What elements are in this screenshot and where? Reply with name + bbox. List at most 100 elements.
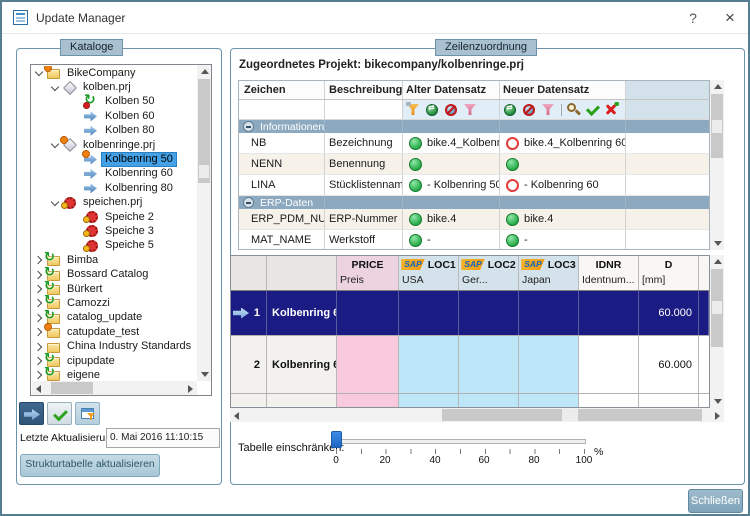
table-row[interactable]: LINA Stücklistenname - Kolbenring 50 - K… (239, 175, 709, 196)
tree-item[interactable]: Kolben 60 (32, 109, 196, 123)
tick-label: 60 (478, 455, 490, 466)
slider-groove[interactable] (336, 439, 586, 444)
name-column-header (267, 256, 337, 290)
percent-unit-label: % (594, 446, 604, 458)
preview-horizontal-scrollbar[interactable] (230, 408, 724, 422)
kataloge-group-title: Kataloge (60, 39, 124, 56)
section-header-erp-daten[interactable]: ERP-Daten (239, 196, 709, 209)
tree-item[interactable]: Bürkert (32, 278, 196, 296)
tree-item[interactable]: speichen.prj (32, 196, 196, 210)
scroll-down-button[interactable] (711, 237, 723, 250)
scroll-right-button[interactable] (184, 382, 197, 394)
globe-sync-icon[interactable] (503, 102, 518, 117)
table-row[interactable]: ERP_PDM_NU... ERP-Nummer bike.4 bike.4 (239, 209, 709, 230)
tree-rows: BikeCompany kolben.prj Kolben 50 Kolben … (32, 66, 196, 381)
close-button[interactable]: Schließen (688, 489, 743, 513)
accept-icon[interactable] (585, 102, 600, 117)
tree-vertical-scrollbar[interactable] (197, 65, 211, 381)
chevron-down-icon[interactable] (50, 82, 62, 94)
search-icon[interactable] (566, 102, 581, 117)
chevron-down-icon[interactable] (50, 197, 62, 209)
collapse-icon[interactable] (243, 121, 254, 132)
section-header-informationen[interactable]: Informationen (239, 120, 709, 133)
globe-blocked-icon[interactable] (444, 102, 459, 117)
globe-sync-icon[interactable] (425, 102, 440, 117)
tree-item[interactable]: kolbenringe.prj (32, 136, 196, 152)
zeichen-cell: NENN (239, 154, 325, 174)
table-filter-button[interactable] (75, 402, 100, 425)
catalog-tree[interactable]: BikeCompany kolben.prj Kolben 50 Kolben … (30, 64, 212, 396)
tree-item[interactable]: Bimba (32, 249, 196, 267)
tree-item[interactable]: Speiche 2 (32, 210, 196, 224)
scroll-up-button[interactable] (198, 65, 210, 78)
tree-item-label: Kolbenring 60 (105, 167, 173, 180)
scrollbar-thumb[interactable] (198, 79, 210, 183)
tree-item[interactable]: Speiche 3 (32, 224, 196, 238)
apply-arrow-button[interactable] (19, 402, 44, 425)
collapse-icon[interactable] (243, 197, 254, 208)
tree-item[interactable]: Kolben 50 (32, 91, 196, 109)
tree-item[interactable]: Kolben 80 (32, 124, 196, 138)
old-record-cell (403, 154, 500, 174)
tree-item[interactable]: China Industry Standards (32, 339, 196, 353)
clear-filter-icon[interactable] (406, 102, 421, 117)
close-icon[interactable]: × (725, 8, 735, 27)
mapping-table[interactable]: Zeichen Beschreibung Alter Datensatz Neu… (238, 80, 710, 250)
tree-item[interactable]: Bossard Catalog (32, 264, 196, 281)
tree-item-selected[interactable]: Kolbenring 50 (32, 149, 196, 168)
scroll-down-button[interactable] (198, 368, 210, 381)
filler-cell (626, 100, 709, 119)
divider (561, 103, 562, 116)
table-row[interactable]: NENN Benennung (239, 154, 709, 175)
table-row-selected[interactable]: 1 Kolbenring 60 60.000 (231, 291, 709, 336)
tree-item[interactable]: Camozzi (32, 292, 196, 310)
scroll-left-button[interactable] (230, 409, 243, 421)
scroll-up-button[interactable] (711, 255, 723, 268)
confirm-check-button[interactable] (47, 402, 72, 425)
scrollbar-thumb[interactable] (711, 269, 723, 347)
table-row[interactable]: 2 Kolbenring 60 60.000 (231, 336, 709, 394)
scroll-up-button[interactable] (711, 80, 723, 93)
help-button[interactable]: ? (689, 10, 697, 26)
tree-item-label: eigene (67, 368, 101, 381)
preview-table[interactable]: PRICE Preis SAP LOC1 USA SAP LOC2 Ger... S… (230, 255, 710, 408)
idnr-cell (579, 291, 639, 335)
arrow-icon (84, 124, 99, 138)
globe-blocked-icon[interactable] (522, 102, 537, 117)
tree-item[interactable]: BikeCompany (32, 66, 196, 80)
tree-item[interactable]: Speiche 5 (32, 239, 196, 253)
tree-item[interactable]: Kolbenring 80 (32, 181, 196, 195)
scroll-down-button[interactable] (711, 395, 723, 408)
tree-horizontal-scrollbar[interactable] (32, 381, 197, 395)
table-row[interactable]: MAT_NAME Werkstoff - - (239, 230, 709, 249)
last-update-field[interactable]: 0. Mai 2016 11:10:15 (106, 428, 220, 448)
tree-item[interactable]: eigene (32, 364, 196, 381)
tree-item-label: kolbenringe.prj (83, 138, 156, 151)
scroll-left-button[interactable] (32, 382, 45, 394)
filler-cell (626, 133, 709, 153)
d-cell: 60.000 (639, 336, 699, 393)
tree-item[interactable]: cipupdate (32, 350, 196, 368)
old-value: - Kolbenring 50 (427, 179, 499, 191)
update-structure-table-button[interactable]: Strukturtabelle aktualisieren (20, 454, 160, 477)
sap-logo: SAP (461, 259, 485, 270)
spacer (72, 240, 84, 252)
tree-item[interactable]: Kolbenring 60 (32, 167, 196, 181)
tree-item[interactable]: catupdate_test (32, 323, 196, 339)
tree-item[interactable]: kolben.prj (32, 80, 196, 94)
scroll-right-button[interactable] (711, 409, 724, 421)
scrollbar-thumb[interactable] (711, 94, 723, 158)
old-value: bike.4_Kolbenr... (427, 137, 499, 149)
preview-vertical-scrollbar[interactable] (710, 255, 724, 408)
old-value: - (427, 234, 431, 246)
scrollbar-thumb[interactable] (51, 382, 93, 394)
apply-filter-icon[interactable] (541, 102, 556, 117)
table-row[interactable]: NB Bezeichnung bike.4_Kolbenr... bike.4_… (239, 133, 709, 154)
apply-filter-icon[interactable] (463, 102, 478, 117)
table-row[interactable]: 3 Kolbenring 60 60.000 (231, 394, 709, 407)
scrollbar-thumb[interactable] (442, 409, 702, 421)
mapping-vertical-scrollbar[interactable] (710, 80, 724, 250)
slider-handle[interactable] (331, 431, 342, 448)
tree-item[interactable]: catalog_update (32, 307, 196, 325)
delete-icon[interactable] (604, 102, 619, 117)
